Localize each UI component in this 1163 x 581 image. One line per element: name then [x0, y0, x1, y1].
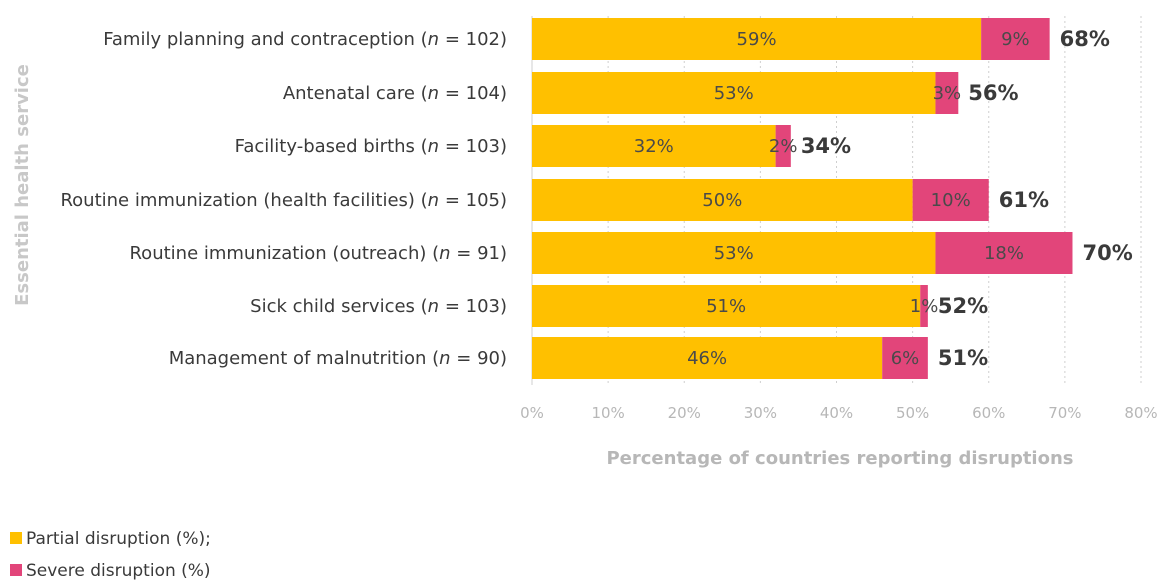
segment-label: 46%	[687, 348, 727, 369]
category-label: Sick child services (n = 103)	[250, 296, 507, 317]
x-tick-label: 0%	[520, 404, 544, 422]
segment-label: 9%	[1001, 29, 1030, 50]
segment-label: 51%	[706, 296, 746, 317]
segment-label: 32%	[634, 136, 674, 157]
segment-label: 53%	[714, 243, 754, 264]
category-label: Family planning and contraception (n = 1…	[103, 29, 507, 50]
severe-swatch	[10, 564, 22, 576]
severe-bar	[935, 232, 1073, 274]
segment-label: 59%	[737, 29, 777, 50]
legend-item-severe: Severe disruption (%)	[10, 561, 211, 581]
partial-bar	[532, 285, 921, 327]
category-label: Management of malnutrition (n = 90)	[169, 348, 507, 369]
legend-label-severe: Severe disruption (%)	[26, 561, 211, 581]
segment-label: 2%	[769, 136, 798, 157]
partial-bar	[532, 72, 936, 114]
y-axis-title: Essential health service	[12, 64, 33, 306]
x-tick-label: 50%	[896, 404, 929, 422]
category-label: Facility-based births (n = 103)	[235, 136, 507, 157]
legend-item-partial: Partial disruption (%);	[10, 529, 211, 549]
segment-label: 1%	[910, 296, 939, 317]
x-axis-title: Percentage of countries reporting disrup…	[606, 448, 1073, 469]
stacked-bar-chart: 59% 9% 68% 53% 3% 56% 32% 2% 34% 50% 10% 61% 53% 18% 7…	[12, 16, 1158, 469]
segment-label: 6%	[891, 348, 920, 369]
category-label: Antenatal care (n = 104)	[283, 83, 507, 104]
legend-label-partial: Partial disruption (%);	[26, 529, 211, 549]
segment-label: 18%	[984, 243, 1024, 264]
severe-bar	[935, 72, 959, 114]
severe-bar	[882, 337, 928, 379]
segment-label: 3%	[933, 83, 962, 104]
x-tick-label: 80%	[1124, 404, 1157, 422]
total-label: 34%	[801, 134, 851, 158]
severe-bar	[912, 179, 989, 221]
bars: 59% 9% 68% 53% 3% 56% 32% 2% 34% 50% 10% 61% 53% 18% 7…	[532, 18, 1133, 379]
partial-bar	[532, 232, 936, 274]
severe-bar	[775, 125, 791, 167]
category-labels: Family planning and contraception (n = 1…	[60, 29, 507, 369]
x-tick-label: 40%	[820, 404, 853, 422]
total-label: 70%	[1082, 241, 1132, 265]
total-label: 51%	[938, 346, 988, 370]
segment-label: 53%	[714, 83, 754, 104]
segment-label: 10%	[931, 190, 971, 211]
partial-bar	[532, 18, 982, 60]
x-tick-labels: 0% 10% 20% 30% 40% 50% 60% 70% 80%	[520, 404, 1158, 422]
total-label: 56%	[968, 81, 1018, 105]
severe-bar	[981, 18, 1050, 60]
partial-bar	[532, 337, 883, 379]
x-tick-label: 60%	[972, 404, 1005, 422]
total-label: 68%	[1060, 27, 1110, 51]
severe-bar	[920, 285, 928, 327]
category-label: Routine immunization (outreach) (n = 91)	[129, 243, 507, 264]
partial-bar	[532, 125, 776, 167]
segment-label: 50%	[702, 190, 742, 211]
partial-bar	[532, 179, 913, 221]
x-tick-label: 70%	[1048, 404, 1081, 422]
total-label: 52%	[938, 294, 988, 318]
x-tick-label: 10%	[591, 404, 624, 422]
category-label: Routine immunization (health facilities)…	[60, 190, 507, 211]
partial-swatch	[10, 532, 22, 544]
x-tick-label: 30%	[744, 404, 777, 422]
total-label: 61%	[999, 188, 1049, 212]
x-tick-label: 20%	[668, 404, 701, 422]
